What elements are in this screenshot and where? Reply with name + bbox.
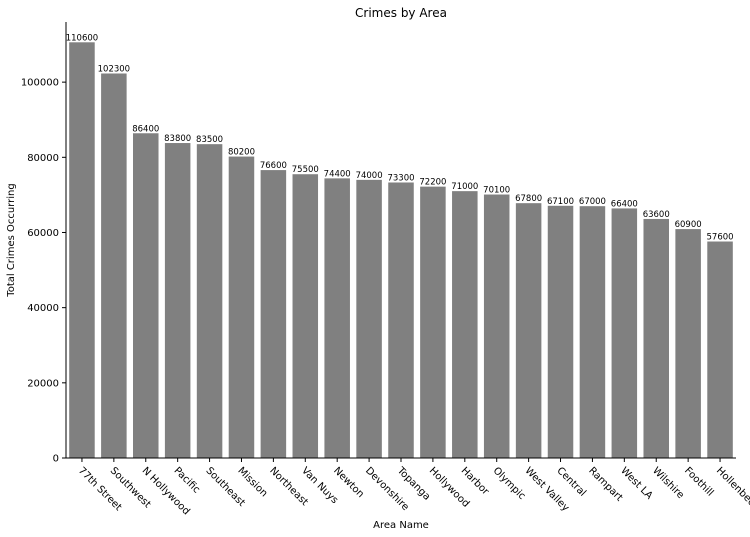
y-tick-label: 60000 (27, 228, 59, 239)
y-axis-label: Total Crimes Occurring (6, 183, 17, 297)
y-axis-ticks: 0 20000 40000 60000 80000 100000 (21, 78, 66, 465)
bars-group (69, 42, 733, 459)
bar-devonshire (356, 179, 382, 459)
bar-pacific (164, 143, 191, 458)
bar-van-nuys (292, 174, 319, 458)
y-tick-label: 80000 (27, 153, 59, 164)
x-tick-label: Wilshire (650, 465, 686, 501)
data-label: 86400 (132, 124, 159, 134)
bar-southeast (196, 144, 223, 458)
x-tick-label: Hollenbeck (714, 465, 750, 512)
data-label: 74000 (356, 171, 383, 181)
data-label: 83800 (164, 134, 191, 144)
data-label: 110600 (66, 33, 98, 43)
bar-northeast (260, 170, 287, 458)
data-label: 73300 (387, 173, 414, 183)
data-label: 71000 (451, 182, 478, 192)
bar-central (547, 205, 574, 458)
chart-title: Crimes by Area (355, 6, 447, 20)
bar-topanga (388, 182, 414, 459)
data-label: 66400 (611, 199, 638, 209)
x-axis-label: Area Name (373, 520, 429, 531)
data-label: 72200 (419, 178, 446, 188)
data-label: 75500 (292, 165, 319, 175)
data-label: 80200 (228, 148, 255, 158)
data-label: 102300 (98, 64, 130, 74)
data-label: 76600 (260, 161, 287, 171)
data-labels-group: 110600 102300 86400 83800 83500 80200 76600 755… (66, 33, 734, 242)
data-label: 57600 (707, 233, 734, 243)
bar-hollywood (420, 186, 446, 458)
bar-n-hollywood (133, 133, 159, 458)
data-label: 67800 (515, 194, 542, 204)
data-label: 70100 (483, 186, 510, 196)
bar-hollenbeck (707, 241, 733, 458)
data-label: 67000 (579, 197, 606, 207)
bar-southwest (101, 73, 127, 459)
y-tick-label: 20000 (27, 378, 59, 389)
data-label: 63600 (643, 210, 670, 220)
bar-mission (228, 156, 255, 458)
x-tick-label: Olympic (491, 465, 528, 502)
data-label: 60900 (675, 220, 702, 230)
bar-olympic (483, 194, 510, 458)
x-tick-label: Foothill (682, 465, 715, 498)
bar-west-valley (515, 203, 542, 458)
data-label: 83500 (196, 135, 223, 145)
y-tick-label: 0 (53, 454, 59, 465)
bar-harbor (452, 191, 478, 458)
bar-newton (324, 178, 350, 459)
bar-west-la (611, 208, 638, 458)
data-label: 74400 (324, 169, 351, 179)
x-tick-label: Pacific (172, 465, 202, 495)
y-tick-label: 100000 (21, 78, 59, 89)
y-tick-label: 40000 (27, 303, 59, 314)
bar-rampart (579, 206, 606, 458)
bar-77th-street (69, 42, 95, 459)
bar-wilshire (643, 218, 669, 458)
data-label: 67100 (547, 197, 574, 207)
bar-foothill (675, 229, 701, 458)
